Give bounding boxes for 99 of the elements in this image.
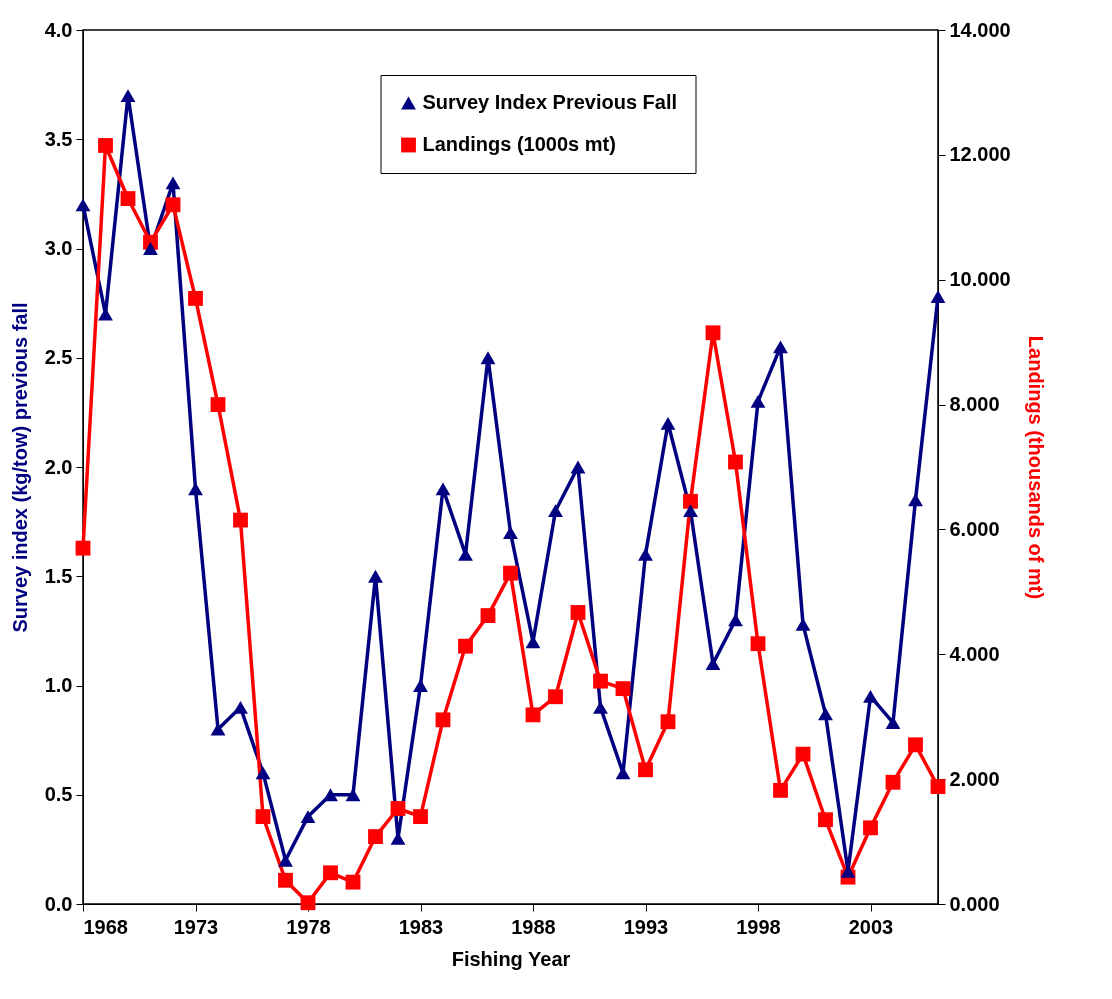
point [660,714,676,730]
y2-tick-label: 8.000 [949,393,1000,416]
point [300,810,316,824]
point [345,788,361,802]
y2-axis-title: Landings (thousands of mt) [1024,335,1047,600]
y2-tick-label: 6.000 [949,517,1000,540]
y2-tick-label: 4.000 [949,642,1000,665]
point [570,605,586,620]
point [728,454,743,470]
point [413,679,428,692]
point [773,782,788,798]
point [885,716,901,730]
point [728,613,743,627]
point [323,788,338,802]
point [683,493,698,509]
point [525,707,541,723]
point [345,874,361,890]
y2-tick-label: 14.000 [949,18,1011,41]
point [210,722,226,736]
x-tick-label: 1998 [736,915,781,938]
point [773,340,788,354]
x-tick-label: 2003 [848,915,894,938]
point [503,526,518,539]
point [548,689,563,705]
point [705,657,721,671]
y-tick-label: 4.0 [44,18,73,41]
y2-tick-label: 0.000 [949,892,1000,915]
point [255,766,271,780]
point [165,197,181,213]
point [188,291,203,306]
point [278,853,293,867]
x-tick-label: 1993 [623,915,669,938]
point [548,504,563,518]
point [638,547,653,561]
point [300,895,316,911]
point [660,416,676,430]
y2-tick-label: 2.000 [949,767,1000,790]
point [120,191,136,206]
point [188,482,203,496]
point [863,820,878,836]
point [120,89,136,102]
y-tick-label: 0.0 [44,892,73,915]
point [480,608,496,623]
point [75,198,91,212]
x-axis-title: Fishing Year [451,947,571,970]
x-tick-label: 1968 [83,915,128,938]
point [98,138,113,153]
point [368,569,383,583]
point [683,504,698,518]
point [458,638,473,654]
point [570,460,586,474]
point [593,700,608,714]
legend-label: Landings (1000s mt) [422,133,616,155]
point [930,290,946,303]
y2-tick-label: 10.000 [949,268,1011,291]
y-tick-label: 2.0 [44,455,73,478]
point [863,690,878,703]
point [750,636,766,652]
point [233,700,248,714]
point [750,395,766,408]
point [908,737,923,753]
y2-tick-label: 12.000 [949,143,1011,166]
y-tick-label: 2.5 [44,346,73,369]
y-tick-label: 3.5 [44,127,73,150]
point [480,351,496,365]
point [165,176,181,190]
point [210,397,226,412]
x-tick-label: 1983 [398,915,444,938]
point [795,746,811,762]
y-tick-label: 1.5 [44,564,73,587]
point [233,512,248,528]
y-tick-label: 3.0 [44,237,73,259]
point [705,325,721,341]
point [638,762,653,778]
point [278,872,293,888]
point [435,712,451,728]
y-tick-label: 1.0 [44,674,73,696]
point [390,801,406,816]
point [885,774,901,790]
y-tick-label: 0.5 [44,783,73,806]
point [75,540,91,556]
x-tick-label: 1978 [286,915,331,938]
point [435,482,451,496]
y-axis-title: Survey index (kg/tow) previous fall [8,302,31,633]
point [818,812,833,828]
point [413,809,428,825]
point [818,707,833,721]
x-tick-label: 1988 [511,915,556,938]
legend-label: Survey Index Previous Fall [422,91,678,113]
point [908,493,923,507]
point [615,681,631,697]
point [930,779,946,795]
point [503,565,518,581]
point [255,809,271,825]
point [593,673,608,689]
point [368,829,383,844]
point [323,865,338,881]
point [143,242,158,255]
x-tick-label: 1973 [173,915,219,938]
